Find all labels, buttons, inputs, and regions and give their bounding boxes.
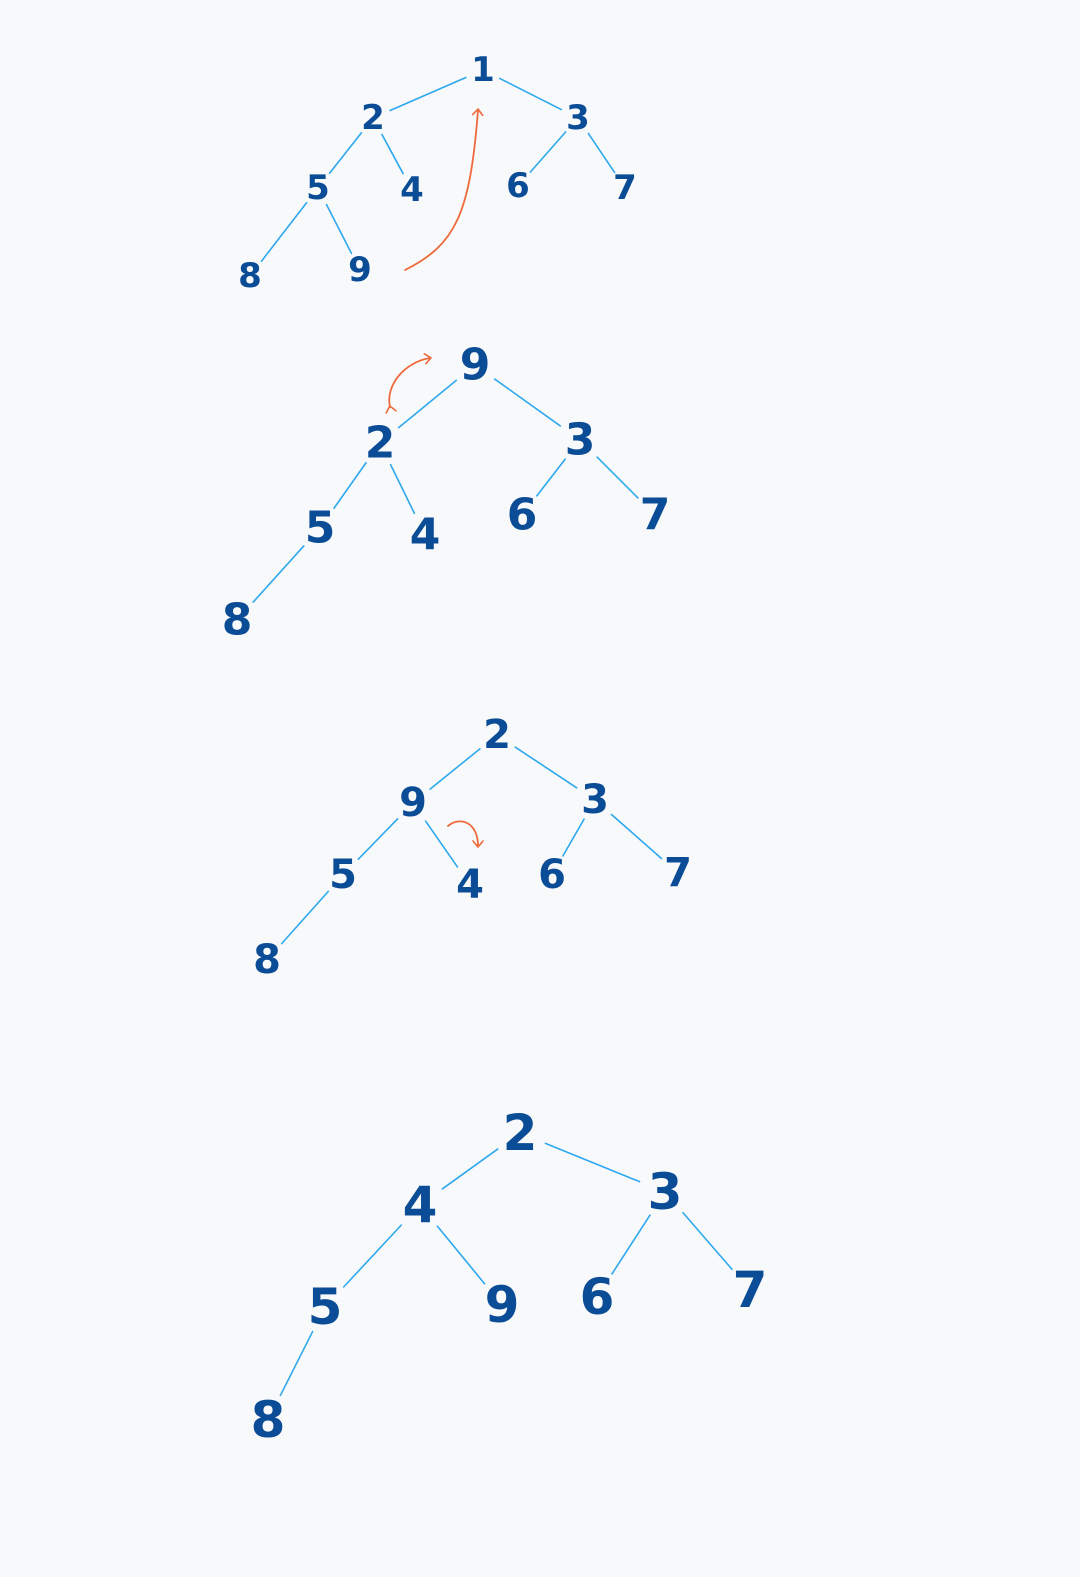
tree-1-initial-heap: 1 2 3 5 4 6 7 8 9 bbox=[238, 50, 637, 296]
node-3: 3 bbox=[581, 777, 609, 823]
node-5: 5 bbox=[305, 503, 336, 554]
node-8: 8 bbox=[222, 595, 253, 646]
move-last-to-root-arrow bbox=[404, 108, 484, 271]
node-5: 5 bbox=[329, 852, 357, 898]
node-7: 7 bbox=[640, 490, 671, 541]
edge-3-7 bbox=[610, 813, 663, 860]
node-2: 2 bbox=[503, 1104, 538, 1162]
edge-3-6 bbox=[562, 818, 585, 857]
node-6: 6 bbox=[538, 852, 566, 898]
edge-4-5 bbox=[342, 1224, 403, 1288]
tree-2-after-replace-root: 9 2 3 5 4 6 7 8 bbox=[222, 340, 671, 646]
node-5: 5 bbox=[306, 168, 330, 208]
edge-1-3 bbox=[498, 77, 563, 111]
node-2: 2 bbox=[483, 712, 511, 758]
edge-5-8 bbox=[260, 201, 308, 263]
edge-2-3 bbox=[514, 746, 578, 789]
node-3: 3 bbox=[648, 1163, 683, 1221]
edge-9-2 bbox=[397, 379, 458, 429]
edge-2-3 bbox=[544, 1142, 641, 1183]
node-1: 1 bbox=[471, 50, 495, 90]
node-4: 4 bbox=[400, 170, 424, 210]
edge-9-3 bbox=[493, 378, 562, 427]
edge-3-7 bbox=[682, 1211, 733, 1271]
edge-2-5 bbox=[333, 461, 367, 510]
node-9: 9 bbox=[485, 1276, 520, 1334]
edge-2-4 bbox=[381, 133, 404, 175]
edge-2-5 bbox=[328, 131, 363, 175]
node-9: 9 bbox=[460, 340, 491, 391]
node-2: 2 bbox=[361, 98, 385, 138]
edge-2-9 bbox=[429, 748, 481, 790]
edge-2-4 bbox=[389, 463, 416, 515]
edge-4-9 bbox=[436, 1225, 486, 1285]
node-8: 8 bbox=[238, 256, 262, 296]
node-8: 8 bbox=[253, 937, 281, 983]
swap-9-4-arrow bbox=[447, 820, 484, 848]
edge-9-5 bbox=[357, 817, 399, 861]
node-2: 2 bbox=[365, 418, 396, 469]
node-5: 5 bbox=[308, 1278, 343, 1336]
node-7: 7 bbox=[664, 850, 692, 896]
node-6: 6 bbox=[580, 1268, 615, 1326]
edge-3-6 bbox=[536, 458, 566, 497]
node-6: 6 bbox=[506, 166, 530, 206]
node-8: 8 bbox=[251, 1391, 286, 1449]
swap-root-left-arrow bbox=[385, 353, 432, 414]
edge-5-8 bbox=[252, 545, 305, 603]
node-7: 7 bbox=[613, 168, 637, 208]
edge-5-9 bbox=[325, 203, 353, 255]
edge-3-7 bbox=[587, 132, 616, 174]
edge-3-7 bbox=[596, 456, 639, 499]
tree-3-after-first-swap: 2 9 3 5 4 6 7 8 bbox=[253, 712, 692, 983]
edge-9-4 bbox=[424, 820, 459, 868]
node-9: 9 bbox=[399, 780, 427, 826]
node-9: 9 bbox=[348, 250, 372, 290]
node-3: 3 bbox=[565, 415, 596, 466]
node-4: 4 bbox=[456, 862, 484, 908]
edge-3-6 bbox=[529, 131, 567, 173]
edge-3-6 bbox=[611, 1214, 651, 1275]
edge-5-8 bbox=[280, 890, 330, 945]
edge-2-4 bbox=[441, 1148, 499, 1190]
tree-4-final-heap: 2 4 3 5 9 6 7 8 bbox=[251, 1104, 768, 1449]
node-7: 7 bbox=[733, 1261, 768, 1319]
node-4: 4 bbox=[410, 510, 441, 561]
node-3: 3 bbox=[566, 98, 590, 138]
edge-5-8 bbox=[279, 1330, 314, 1397]
node-4: 4 bbox=[403, 1176, 438, 1234]
edge-1-2 bbox=[389, 76, 467, 112]
node-6: 6 bbox=[507, 490, 538, 541]
